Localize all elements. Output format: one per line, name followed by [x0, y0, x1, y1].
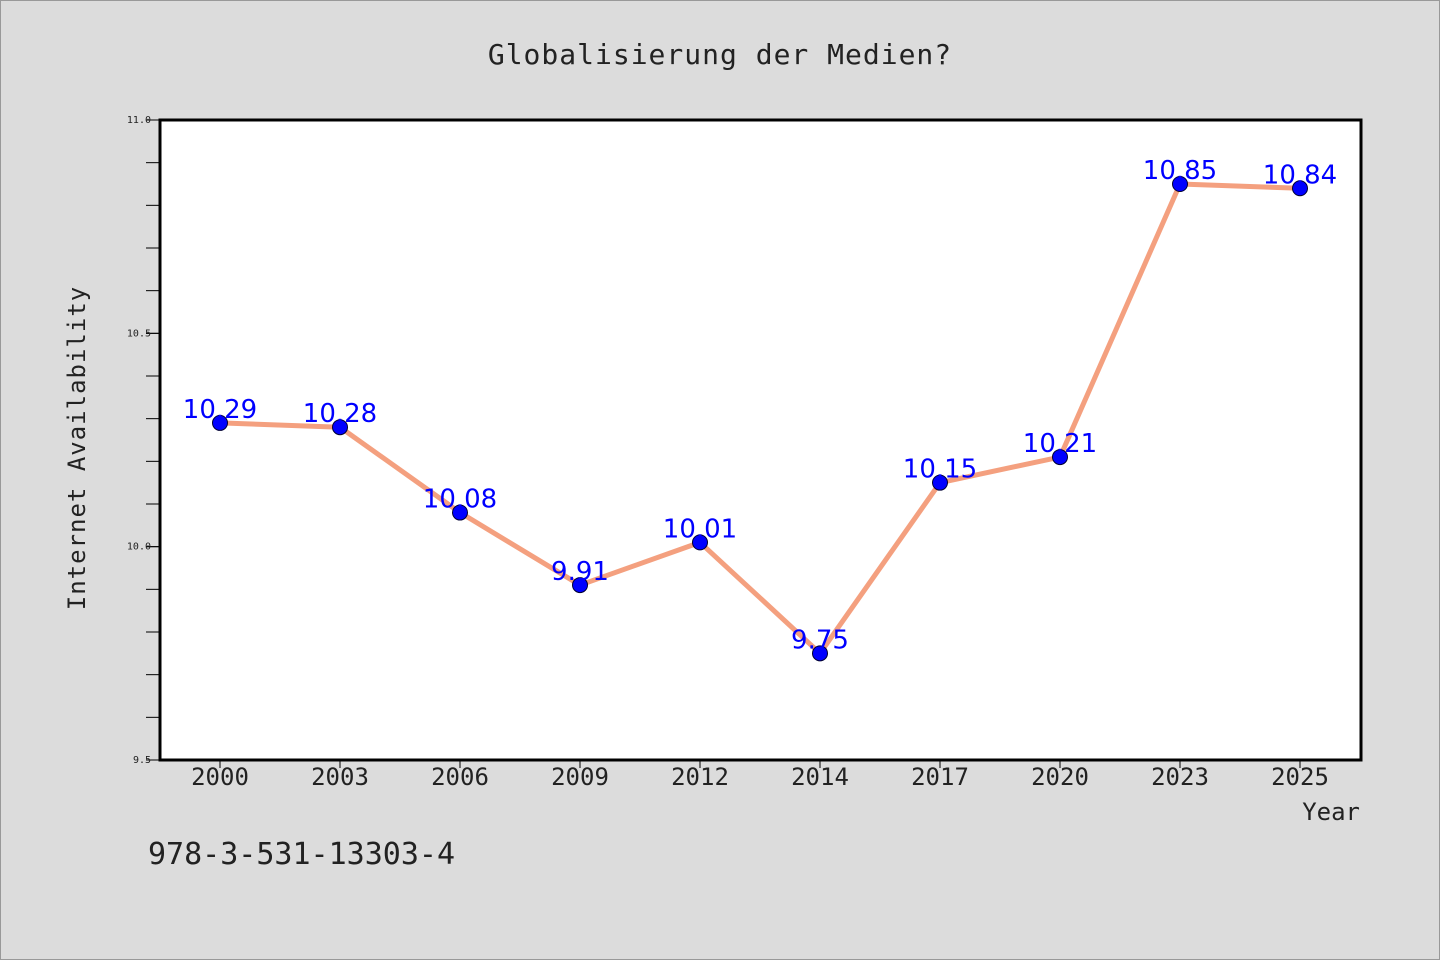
- data-label: 10.15: [903, 455, 977, 485]
- x-tick-label: 2003: [311, 763, 369, 791]
- x-tick-label: 2012: [671, 763, 729, 791]
- x-tick-label: 2000: [191, 763, 249, 791]
- data-point: [572, 577, 588, 594]
- y-tick-label: 10.5: [127, 328, 151, 339]
- data-point: [1172, 176, 1188, 192]
- y-axis-label: Internet Availability: [63, 286, 91, 610]
- y-tick-label: 10.0: [127, 542, 151, 553]
- isbn-annotation: 978-3-531-13303-4: [148, 837, 455, 872]
- data-point: [932, 474, 948, 491]
- data-label: 10.85: [1143, 156, 1217, 186]
- x-tick-label: 2006: [431, 763, 489, 791]
- data-label: 10.28: [303, 399, 377, 429]
- x-axis-label: Year: [1302, 798, 1360, 826]
- plot-background: [160, 120, 1361, 760]
- y-tick-label: 11.0: [127, 115, 151, 126]
- chart-title: Globalisierung der Medien?: [488, 38, 952, 71]
- x-tick-label: 2020: [1031, 763, 1089, 791]
- x-tick-label: 2009: [551, 763, 609, 791]
- plot-area: 9.5 10.0 10.5 11.0 2000 2003 2006 2009 2012 2014 2…: [127, 115, 1363, 791]
- x-tick-label: 2014: [791, 763, 849, 791]
- y-tick-label: 9.5: [133, 755, 151, 766]
- x-tick-label: 2023: [1151, 763, 1209, 791]
- data-label: 10.29: [183, 395, 257, 425]
- data-point: [1292, 180, 1308, 197]
- data-label: 10.84: [1263, 160, 1337, 190]
- data-point: [692, 534, 708, 551]
- data-point: [332, 419, 348, 436]
- series-line: [219, 181, 1301, 656]
- x-tick-label: 2017: [911, 763, 969, 791]
- data-point: [1052, 449, 1068, 466]
- data-label: 10.08: [423, 485, 497, 515]
- data-label: 9.91: [551, 557, 609, 587]
- data-point: [212, 414, 228, 431]
- data-point: [812, 645, 828, 662]
- data-label: 9.75: [791, 625, 849, 655]
- data-point: [452, 504, 468, 521]
- data-label: 10.21: [1023, 429, 1097, 459]
- data-label: 10.01: [663, 514, 737, 544]
- x-tick-label: 2025: [1271, 763, 1329, 791]
- plot-frame: [158, 118, 1363, 762]
